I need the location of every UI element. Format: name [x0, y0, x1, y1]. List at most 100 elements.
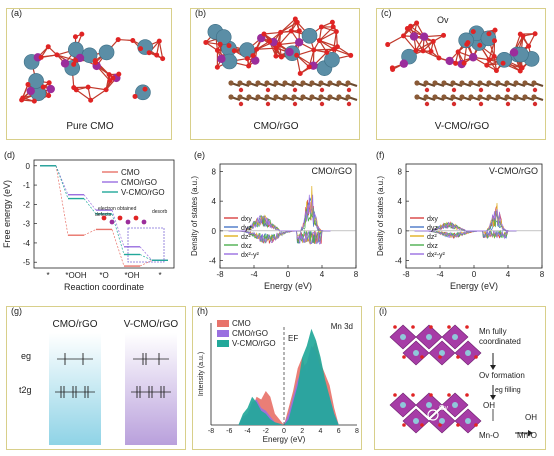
bond: [313, 48, 334, 51]
energy-connector: [83, 229, 97, 236]
oxygen-atom: [402, 423, 406, 427]
x-axis-label: Energy (eV): [264, 281, 312, 291]
carbon-atom: [486, 94, 492, 100]
oxygen-atom: [532, 101, 538, 107]
oxygen-atom: [278, 29, 284, 35]
legend-label: V-CMO/rGO: [232, 339, 276, 348]
bond: [432, 41, 440, 59]
structure-pure-cmo: [19, 31, 166, 104]
oxygen-atom: [250, 53, 256, 59]
bond: [333, 48, 351, 56]
i-oh-1: OH: [483, 401, 495, 410]
ce-site: [400, 334, 406, 340]
x-tick-label: 4: [319, 428, 323, 435]
y-tick-label: -5: [23, 258, 31, 267]
carbon-atom: [522, 80, 528, 86]
oxygen-atom: [414, 20, 420, 26]
energy-connector: [83, 194, 97, 211]
carbon-atom: [450, 94, 456, 100]
g-eg-label: eg: [21, 351, 32, 361]
oxygen-atom: [132, 93, 138, 99]
carbon-atom: [441, 80, 447, 86]
oxygen-atom: [478, 101, 484, 107]
legend-label: dxy: [241, 216, 252, 223]
oxygen-atom: [451, 87, 457, 93]
x-tick-label: -2: [263, 428, 269, 435]
carbon-atom: [318, 80, 324, 86]
oxygen-atom: [160, 56, 166, 62]
bond: [415, 40, 434, 52]
x-tick-label: -6: [226, 428, 232, 435]
bond: [278, 30, 292, 45]
carbon-atom: [300, 94, 306, 100]
y-axis-label: Free energy (eV): [2, 180, 12, 248]
oxygen-atom: [438, 423, 442, 427]
mn-atom: [445, 56, 454, 66]
x-tick-label: -8: [402, 270, 410, 279]
x-tick-label: -4: [244, 428, 250, 435]
panel-h: (h) EF -8 -6 -4 -2 0 2 4 6 8 Energy (eV) Intensity …: [192, 306, 362, 450]
oxygen-atom: [19, 97, 25, 103]
legend-swatch: [217, 340, 229, 347]
carbon-atom: [327, 94, 333, 100]
panel-b: (b) CMO/rGO: [190, 8, 360, 140]
inset-atom: [117, 215, 123, 221]
x-tick-label: 2: [300, 428, 304, 435]
ce-site: [400, 402, 406, 408]
carbon-atom: [432, 80, 438, 86]
legend-label: dyz: [427, 225, 438, 232]
carbon-atom: [282, 80, 288, 86]
mn-atom: [217, 54, 226, 64]
bond: [319, 31, 337, 42]
legend-label: CMO: [121, 168, 140, 177]
carbon-atom: [414, 94, 420, 100]
oxygen-atom: [451, 101, 457, 107]
oxygen-atom: [319, 101, 325, 107]
ce-atom: [215, 29, 232, 45]
i-ov-marker: Ov: [439, 405, 448, 412]
energy-connector: [139, 259, 153, 267]
oxygen-atom: [447, 393, 451, 397]
oxygen-atom: [25, 82, 31, 88]
oxygen-atom: [491, 53, 497, 59]
carbon-atom: [273, 80, 279, 86]
ce-atom: [98, 44, 115, 61]
dos-curve-down: [414, 229, 517, 240]
panel-g-label: (g): [11, 306, 22, 316]
bond: [90, 89, 107, 101]
panel-f: (f) -8 -4 0 4 8 -4 0 4 8 Energy (eV) Density of st…: [372, 150, 554, 300]
x-axis-label: Energy (eV): [450, 281, 498, 291]
oxygen-atom: [330, 24, 336, 30]
legend-label: dyz: [241, 225, 252, 232]
ce-atom: [301, 28, 318, 44]
carbon-atom: [309, 80, 315, 86]
oxygen-atom: [203, 39, 209, 45]
oxygen-atom: [238, 87, 244, 93]
oxygen-atom: [348, 52, 354, 58]
carbon-atom: [228, 94, 234, 100]
bond: [280, 18, 296, 33]
mn-atom: [468, 53, 478, 62]
oxygen-atom: [265, 101, 271, 107]
ce-atom: [480, 30, 497, 47]
oxygen-atom: [470, 29, 476, 35]
bond: [275, 32, 282, 49]
oxygen-atom: [292, 101, 298, 107]
inset-box: [127, 227, 165, 263]
carbon-atom: [264, 80, 270, 86]
oxygen-atom: [294, 19, 300, 25]
carbon-atom: [336, 94, 342, 100]
x-tick-label: -8: [208, 428, 214, 435]
oxygen-atom: [420, 355, 424, 359]
oxygen-atom: [71, 61, 77, 67]
energy-connector: [55, 165, 69, 199]
y-tick-label: -4: [23, 239, 31, 248]
oxygen-atom: [46, 80, 52, 86]
inset-atom: [141, 219, 147, 225]
y-tick-label: -4: [209, 257, 217, 266]
oxygen-atom: [401, 33, 407, 39]
i-text-eg-filling: eg filling: [495, 387, 521, 394]
bond: [333, 31, 337, 50]
carbon-atom: [477, 94, 483, 100]
bond: [403, 35, 417, 51]
